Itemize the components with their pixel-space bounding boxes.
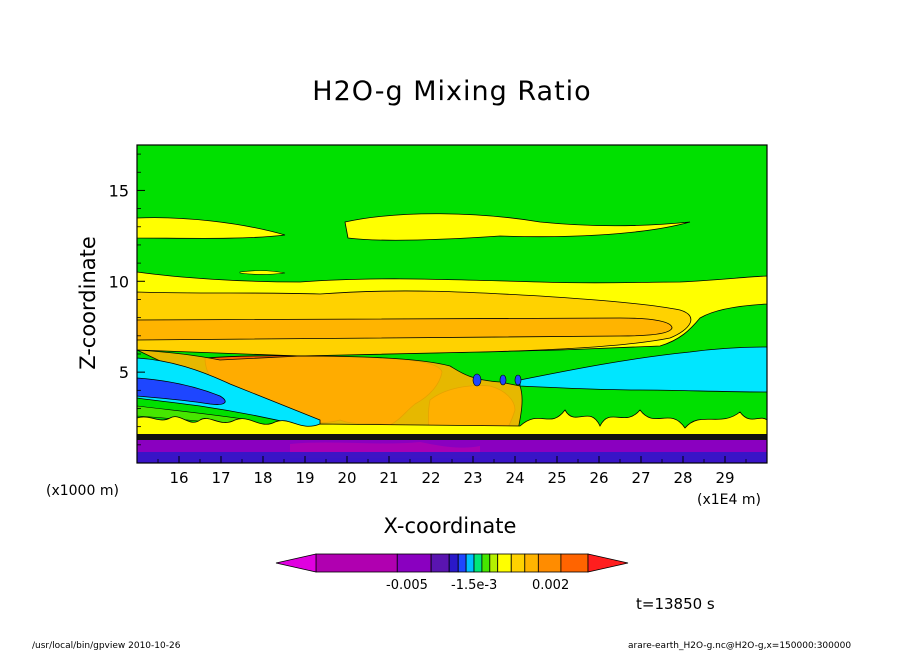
band-blue-left bbox=[137, 377, 226, 405]
x-tick-label: 17 bbox=[211, 469, 230, 487]
y-tick-label: 15 bbox=[109, 181, 129, 200]
colorbar-label: 0.002 bbox=[532, 578, 570, 593]
band-boundary-line bbox=[137, 434, 767, 440]
colorbar-swatch bbox=[315, 553, 398, 573]
band-small-streak bbox=[239, 270, 286, 275]
y-axis-label: Z-coordinate bbox=[76, 236, 100, 370]
colorbar-swatch bbox=[430, 553, 450, 573]
x-tick-label: 18 bbox=[253, 469, 272, 487]
x-unit-left: (x1000 m) bbox=[46, 483, 119, 499]
y-axis: 5 10 15 bbox=[109, 153, 145, 446]
colorbar-swatch bbox=[560, 553, 589, 573]
x-tick-label: 16 bbox=[169, 469, 188, 487]
colorbar-swatch bbox=[465, 553, 475, 573]
x-tick-label: 29 bbox=[715, 469, 734, 487]
footer-right: arare-earth_H2O-g.nc@H2O-g,x=150000:3000… bbox=[628, 641, 852, 651]
colorbar-swatch bbox=[396, 553, 432, 573]
contour-plot-area bbox=[137, 145, 767, 463]
colorbar-swatch bbox=[524, 553, 539, 573]
x-tick-label: 25 bbox=[547, 469, 566, 487]
y-tick-label: 10 bbox=[109, 272, 129, 291]
band-cyan-right bbox=[519, 346, 767, 393]
band-blue-bottom bbox=[137, 452, 767, 463]
colorbar-swatch bbox=[448, 553, 459, 573]
colorbar bbox=[275, 553, 629, 573]
x-tick-label: 23 bbox=[463, 469, 482, 487]
x-unit-right: (x1E4 m) bbox=[697, 492, 761, 508]
colorbar-swatch bbox=[510, 553, 526, 573]
colorbar-min-arrow bbox=[275, 553, 317, 573]
colorbar-swatch bbox=[537, 553, 562, 573]
blob-blue-1 bbox=[472, 373, 482, 387]
x-tick-label: 26 bbox=[589, 469, 608, 487]
blob-blue-3 bbox=[514, 374, 522, 386]
blob-blue-2 bbox=[499, 374, 507, 386]
x-tick-label: 19 bbox=[295, 469, 314, 487]
footer-left: /usr/local/bin/gpview 2010-10-26 bbox=[32, 641, 181, 651]
colorbar-swatch bbox=[457, 553, 467, 573]
colorbar-swatch bbox=[473, 553, 483, 573]
x-tick-label: 20 bbox=[337, 469, 356, 487]
colorbar-max-arrow bbox=[587, 553, 629, 573]
y-tick-label: 5 bbox=[119, 363, 129, 382]
x-axis: 16 17 18 19 20 21 22 23 24 25 26 27 28 29 bbox=[157, 456, 747, 487]
band-orange-main bbox=[137, 317, 673, 341]
band-upper-yellow-left bbox=[137, 217, 286, 239]
colorbar-label: -1.5e-3 bbox=[451, 578, 498, 593]
colorbar-swatch bbox=[481, 553, 491, 573]
colorbar-swatch bbox=[497, 553, 512, 573]
x-tick-label: 27 bbox=[631, 469, 650, 487]
band-upper-yellow-mid bbox=[344, 213, 691, 241]
time-annotation: t=13850 s bbox=[636, 595, 715, 613]
x-axis-label: X-coordinate bbox=[383, 514, 517, 538]
x-tick-label: 28 bbox=[673, 469, 692, 487]
x-tick-label: 24 bbox=[505, 469, 524, 487]
x-tick-label: 22 bbox=[421, 469, 440, 487]
x-tick-label: 21 bbox=[379, 469, 398, 487]
colorbar-label: -0.005 bbox=[386, 578, 428, 593]
colorbar-swatch bbox=[489, 553, 499, 573]
chart-title: H2O-g Mixing Ratio bbox=[312, 76, 592, 107]
band-lower-yellow bbox=[137, 409, 767, 441]
